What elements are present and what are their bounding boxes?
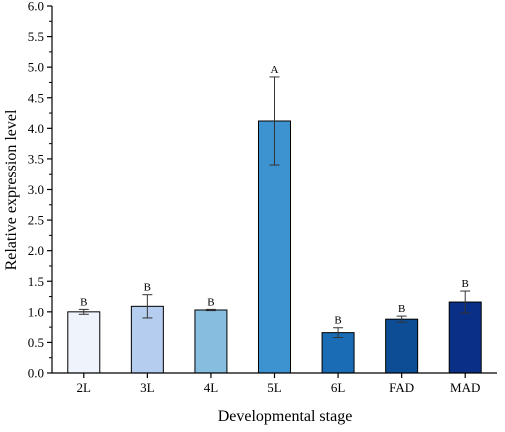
bar-fad <box>385 318 419 374</box>
x-tick-label: 3L <box>140 380 155 395</box>
y-tick-label: 1.0 <box>28 304 44 319</box>
significance-labels-group: B B B A B B B <box>80 64 469 327</box>
y-tick-label: 4.5 <box>28 90 44 105</box>
bar-2l <box>67 311 101 374</box>
significance-label: B <box>462 278 469 290</box>
y-tick-label: 2.0 <box>28 243 44 258</box>
y-tick-label: 1.5 <box>28 274 44 289</box>
x-tick-label: 2L <box>77 380 92 395</box>
significance-label: B <box>398 303 405 315</box>
x-tick-label: MAD <box>450 380 480 395</box>
significance-label: B <box>334 315 341 327</box>
bar-6l <box>321 332 355 374</box>
y-tick-label: 5.5 <box>28 29 44 44</box>
y-tick-label: 4.0 <box>28 121 44 136</box>
y-tick-label: 3.5 <box>28 151 44 166</box>
x-axis-title: Developmental stage <box>218 408 353 425</box>
y-tick-label: 5.0 <box>28 60 44 75</box>
x-tick-label: 4L <box>204 380 219 395</box>
y-tick-label: 0.0 <box>28 366 44 381</box>
y-tick-label: 0.5 <box>28 335 44 350</box>
significance-label: A <box>271 64 279 76</box>
error-bars-group <box>78 76 471 339</box>
bar-4l <box>194 309 228 374</box>
x-tick-label: 5L <box>267 380 282 395</box>
significance-label: B <box>144 282 151 294</box>
x-tick-label: 6L <box>331 380 346 395</box>
x-axis: 2L 3L 4L 5L 6L FAD MAD <box>52 372 497 395</box>
y-tick-label: 2.5 <box>28 213 44 228</box>
significance-label: B <box>207 296 214 308</box>
y-axis: 0.0 0.5 1.0 1.5 2.0 2.5 3.0 3.5 4.0 4.5 5.0 5.5 6.0 <box>28 0 53 381</box>
y-tick-label: 3.0 <box>28 182 44 197</box>
y-axis-title: Relative expression level <box>3 109 20 270</box>
y-tick-label: 6.0 <box>28 0 44 14</box>
x-tick-label: FAD <box>389 380 414 395</box>
bar-5l <box>258 120 291 374</box>
significance-label: B <box>80 296 87 308</box>
